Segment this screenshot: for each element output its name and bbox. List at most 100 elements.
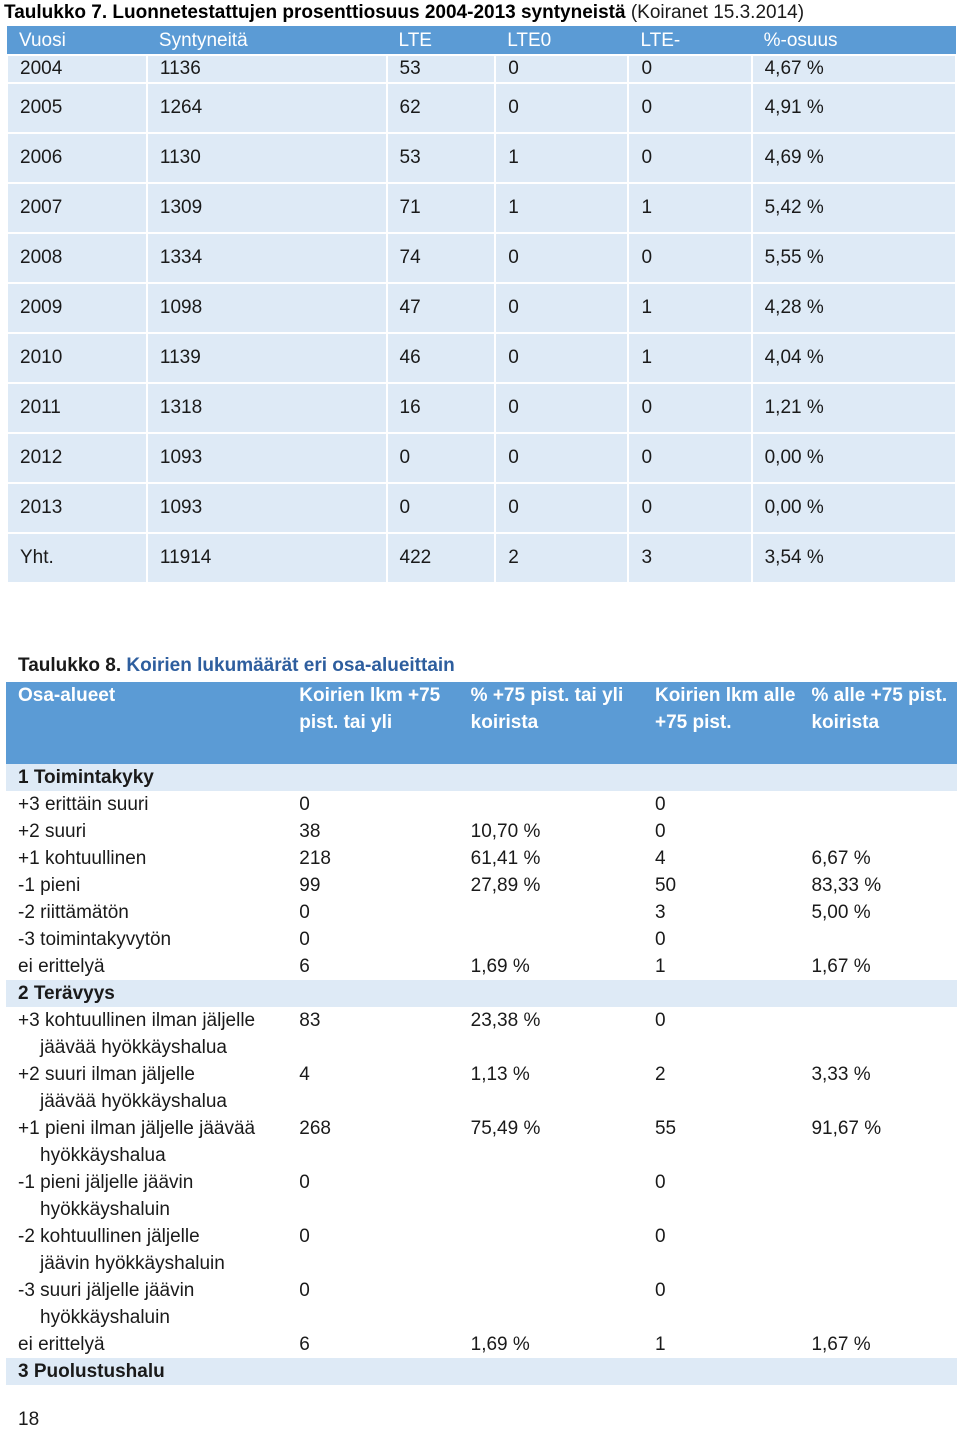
section-title: 1 Toimintakyky bbox=[6, 764, 957, 791]
table-cell: 268 bbox=[287, 1115, 459, 1169]
table-cell: 53 bbox=[385, 54, 497, 84]
table-cell: ei erittelyä bbox=[6, 1331, 288, 1358]
table-cell: 74 bbox=[385, 232, 497, 284]
table-cell bbox=[458, 1169, 643, 1223]
table-cell: 2007 bbox=[6, 182, 148, 234]
table-cell: 83 bbox=[287, 1007, 459, 1061]
table-cell: 0 bbox=[494, 54, 630, 84]
table8-header-cell: % +75 pist. tai yli koirista bbox=[458, 682, 643, 764]
table-row: +3 kohtuullinen ilman jäljelle jäävää hyö… bbox=[6, 1007, 957, 1061]
table-row: 2006 1130 53 1 0 4,69 % bbox=[6, 132, 958, 184]
label-continuation: hyökkäyshaluin bbox=[40, 1307, 170, 1328]
table7-body: 2004 1136 53 0 0 4,67 % 2005 1264 62 0 0 4,91 % 2006… bbox=[6, 54, 958, 584]
table-cell: 0 bbox=[642, 818, 800, 845]
table-cell-label: -3 suuri jäljelle jäävin hyökkäyshaluin bbox=[6, 1277, 288, 1331]
table-cell: 99 bbox=[287, 872, 459, 899]
table-row: +1 pieni ilman jäljelle jäävää hyökkäysha… bbox=[6, 1115, 957, 1169]
table-cell: 0 bbox=[287, 1223, 459, 1277]
table-cell bbox=[799, 791, 957, 818]
table-cell bbox=[799, 1223, 957, 1277]
label-continuation: hyökkäyshaluin bbox=[40, 1199, 170, 1220]
table-row: 2010 1139 46 0 1 4,04 % bbox=[6, 332, 958, 384]
table-cell: 2004 bbox=[6, 54, 148, 84]
table8-header-row: Osa-alueet Koirien lkm +75 pist. tai yli… bbox=[6, 682, 957, 764]
table8-caption-prefix: Taulukko 8. bbox=[18, 655, 122, 676]
table-cell: 0 bbox=[642, 1223, 800, 1277]
table-row: 2011 1318 16 0 0 1,21 % bbox=[6, 382, 958, 434]
table-row: ei erittelyä 6 1,69 % 1 1,67 % bbox=[6, 1331, 957, 1358]
table-cell: 2 bbox=[642, 1061, 800, 1115]
table-cell: 11914 bbox=[145, 532, 388, 584]
table-row: 2009 1098 47 0 1 4,28 % bbox=[6, 282, 958, 334]
table-cell: 1130 bbox=[145, 132, 388, 184]
table-cell: 4,28 % bbox=[750, 282, 958, 334]
table-row: 2007 1309 71 1 1 5,42 % bbox=[6, 182, 958, 234]
section-title: 2 Terävyys bbox=[6, 980, 957, 1007]
table-cell bbox=[799, 926, 957, 953]
table8-caption-text: Koirien lukumäärät eri osa-alueittain bbox=[121, 655, 455, 676]
table-cell: 1264 bbox=[145, 82, 388, 134]
table-cell-label: +1 pieni ilman jäljelle jäävää hyökkäysha… bbox=[6, 1115, 288, 1169]
table-cell: 4 bbox=[642, 845, 800, 872]
table-cell bbox=[799, 1007, 957, 1061]
table-cell: 3 bbox=[642, 899, 800, 926]
table-cell: -3 toimintakyvytön bbox=[6, 926, 288, 953]
label-continuation: jäävää hyökkäyshalua bbox=[40, 1091, 227, 1112]
table-cell: 0 bbox=[494, 282, 630, 334]
table-cell: 0 bbox=[627, 432, 753, 484]
table-row: -1 pieni jäljelle jäävin hyökkäyshaluin 0 0 bbox=[6, 1169, 957, 1223]
table-cell: 1 bbox=[627, 282, 753, 334]
table-cell: +1 kohtuullinen bbox=[6, 845, 288, 872]
table-cell: 2008 bbox=[6, 232, 148, 284]
table-cell bbox=[799, 818, 957, 845]
table-cell: 46 bbox=[385, 332, 497, 384]
table-row: +2 suuri 38 10,70 % 0 bbox=[6, 818, 957, 845]
table-cell: -1 pieni bbox=[6, 872, 288, 899]
table-row: -2 kohtuullinen jäljelle jäävin hyökkäysh… bbox=[6, 1223, 957, 1277]
table-row: 2012 1093 0 0 0 0,00 % bbox=[6, 432, 958, 484]
table7: Vuosi Syntyneitä LTE LTE0 LTE- %-osuus 2… bbox=[6, 26, 958, 584]
table-cell: 23,38 % bbox=[458, 1007, 643, 1061]
table-cell: 4,04 % bbox=[750, 332, 958, 384]
table-cell: 1,21 % bbox=[750, 382, 958, 434]
table7-header-row: Vuosi Syntyneitä LTE LTE0 LTE- %-osuus bbox=[7, 26, 956, 55]
label-line: +2 suuri ilman jäljelle bbox=[18, 1064, 195, 1085]
table-cell bbox=[458, 791, 643, 818]
table-cell-label: +2 suuri ilman jäljelle jäävää hyökkäysha… bbox=[6, 1061, 288, 1115]
table7-caption-bold: Taulukko 7. Luonnetestattujen prosenttio… bbox=[4, 2, 626, 23]
table-cell: 0 bbox=[494, 482, 630, 534]
table-cell: 0 bbox=[494, 232, 630, 284]
table-cell: 0 bbox=[287, 791, 459, 818]
table-cell: 1 bbox=[494, 182, 630, 234]
table-cell: 38 bbox=[287, 818, 459, 845]
table-cell: 5,00 % bbox=[799, 899, 957, 926]
table-cell: 0 bbox=[642, 1007, 800, 1061]
table-cell: 1139 bbox=[145, 332, 388, 384]
table-cell: 1098 bbox=[145, 282, 388, 334]
table-cell: 1136 bbox=[145, 54, 388, 84]
table-row: 2004 1136 53 0 0 4,67 % bbox=[6, 54, 958, 84]
table-cell: 71 bbox=[385, 182, 497, 234]
table-cell: 6 bbox=[287, 1331, 459, 1358]
table-cell: 0 bbox=[627, 482, 753, 534]
table-row: -3 suuri jäljelle jäävin hyökkäyshaluin 0 0 bbox=[6, 1277, 957, 1331]
table-cell: 0 bbox=[385, 482, 497, 534]
table7-header-cell: LTE- bbox=[628, 26, 752, 55]
table-cell: 3,54 % bbox=[750, 532, 958, 584]
table-cell: 1,13 % bbox=[458, 1061, 643, 1115]
table-cell: 5,55 % bbox=[750, 232, 958, 284]
table-cell bbox=[799, 1277, 957, 1331]
table-cell bbox=[458, 926, 643, 953]
table-cell: 1 bbox=[627, 182, 753, 234]
table-cell: 4,69 % bbox=[750, 132, 958, 184]
table-cell: 0 bbox=[494, 82, 630, 134]
table-cell bbox=[458, 1277, 643, 1331]
table-cell: 4,91 % bbox=[750, 82, 958, 134]
table-row: 2008 1334 74 0 0 5,55 % bbox=[6, 232, 958, 284]
table-cell: 6,67 % bbox=[799, 845, 957, 872]
table8-caption: Taulukko 8. Koirien lukumäärät eri osa-a… bbox=[18, 655, 455, 677]
table-cell: 0 bbox=[287, 899, 459, 926]
table7-caption-source: (Koiranet 15.3.2014) bbox=[625, 2, 805, 23]
table-cell: 50 bbox=[642, 872, 800, 899]
table-cell: 2 bbox=[494, 532, 630, 584]
